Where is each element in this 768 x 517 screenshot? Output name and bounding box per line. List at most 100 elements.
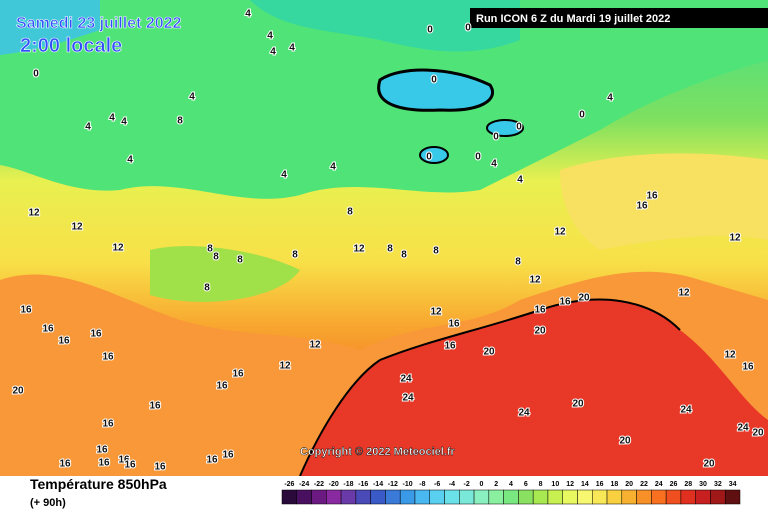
contour-label: 16 [206, 455, 218, 466]
legend-label: 30 [699, 481, 707, 488]
contour-label: 12 [71, 222, 83, 233]
contour-label: 16 [58, 336, 70, 347]
contour-label: 0 [33, 69, 39, 80]
contour-label: 16 [102, 352, 114, 363]
contour-label: 16 [742, 362, 754, 373]
contour-label: 12 [309, 340, 321, 351]
local-time: 2:00 locale [20, 35, 122, 57]
legend-swatch [577, 489, 593, 505]
contour-label: 4 [245, 9, 251, 20]
legend-swatch [636, 489, 652, 505]
legend-label: 18 [611, 481, 619, 488]
legend-label: 20 [625, 481, 633, 488]
contour-label: 16 [59, 459, 71, 470]
contour-label: 0 [475, 152, 481, 163]
contour-label: 8 [213, 252, 219, 263]
contour-label: 20 [703, 459, 715, 470]
legend-label: 24 [655, 481, 663, 488]
contour-label: 16 [102, 419, 114, 430]
legend-swatch [444, 489, 460, 505]
run-info: Run ICON 6 Z du Mardi 19 juillet 2022 [476, 13, 670, 25]
contour-label: 4 [267, 31, 273, 42]
legend-swatch [414, 489, 430, 505]
legend-label: 12 [566, 481, 574, 488]
contour-label: 0 [431, 75, 437, 86]
contour-label: 12 [529, 275, 541, 286]
legend-label: -4 [449, 481, 455, 488]
contour-label: 20 [619, 436, 631, 447]
contour-label: 16 [149, 401, 161, 412]
legend-label: 4 [509, 481, 513, 488]
legend-swatch [606, 489, 623, 505]
contour-label: 0 [465, 23, 471, 34]
legend-swatch [592, 489, 608, 505]
legend-label: 32 [714, 481, 722, 488]
legend-swatch [665, 489, 682, 505]
contour-label: 4 [517, 175, 523, 186]
legend-label: 22 [640, 481, 648, 488]
contour-label: 4 [491, 159, 497, 170]
contour-label: 12 [279, 361, 291, 372]
cold-zone [0, 0, 100, 55]
contour-label: 16 [646, 191, 658, 202]
legend-label: 2 [494, 481, 498, 488]
contour-label: 16 [222, 450, 234, 461]
contour-label: 12 [729, 233, 741, 244]
contour-label: 0 [516, 122, 522, 133]
contour-label: 16 [96, 445, 108, 456]
contour-label: 20 [483, 347, 495, 358]
contour-label: 16 [90, 329, 102, 340]
legend-label: -26 [284, 481, 294, 488]
contour-label: 16 [42, 324, 54, 335]
legend-swatch [710, 489, 726, 505]
legend-label: -12 [388, 481, 398, 488]
legend-swatch [532, 489, 549, 505]
cool-zone [150, 246, 300, 302]
legend-label: -18 [343, 481, 353, 488]
contour-label: 8 [177, 116, 183, 127]
warm-zone [560, 153, 768, 250]
contour-label: 16 [20, 305, 32, 316]
legend-label: -20 [329, 481, 339, 488]
legend-swatch [562, 489, 578, 505]
legend-label: 8 [539, 481, 543, 488]
contour-label: 4 [109, 113, 115, 124]
contour-label: 24 [680, 405, 692, 416]
legend-label: 26 [670, 481, 678, 488]
legend-swatch [311, 489, 327, 505]
legend-label: 6 [524, 481, 528, 488]
contour-label: 16 [636, 201, 648, 212]
contour-label: 16 [98, 458, 110, 469]
hot-zone [300, 299, 768, 476]
contour-label: 12 [554, 227, 566, 238]
legend-label: 0 [479, 481, 483, 488]
legend-swatch [488, 489, 504, 505]
contour-label: 4 [289, 43, 295, 54]
legend-swatch [724, 489, 741, 505]
contour-label: 16 [232, 369, 244, 380]
run-box [470, 8, 768, 28]
contour-label: 0 [493, 132, 499, 143]
contour-label: 24 [400, 374, 412, 385]
contour-label: 16 [124, 460, 136, 471]
contour-label: 4 [270, 47, 276, 58]
contour-label: 16 [534, 305, 546, 316]
contour-label: 8 [515, 257, 521, 268]
contour-label: 4 [330, 162, 336, 173]
contour-label: 24 [518, 408, 530, 419]
contour-label: 16 [154, 462, 166, 473]
legend-swatch [518, 489, 534, 505]
contour-label: 4 [281, 170, 287, 181]
contour-label: 0 [426, 152, 432, 163]
date: Samedi 23 juillet 2022 [16, 15, 182, 32]
legend-label: -24 [299, 481, 309, 488]
legend-label: 34 [729, 481, 737, 488]
contour-label: 4 [189, 92, 195, 103]
legend-label: -8 [419, 481, 425, 488]
legend-swatch [281, 489, 298, 505]
isotherm [379, 298, 681, 361]
contour-label: 16 [118, 455, 130, 466]
contour-label: 16 [559, 297, 571, 308]
contour-label: 4 [121, 117, 127, 128]
legend-swatch [296, 489, 312, 505]
